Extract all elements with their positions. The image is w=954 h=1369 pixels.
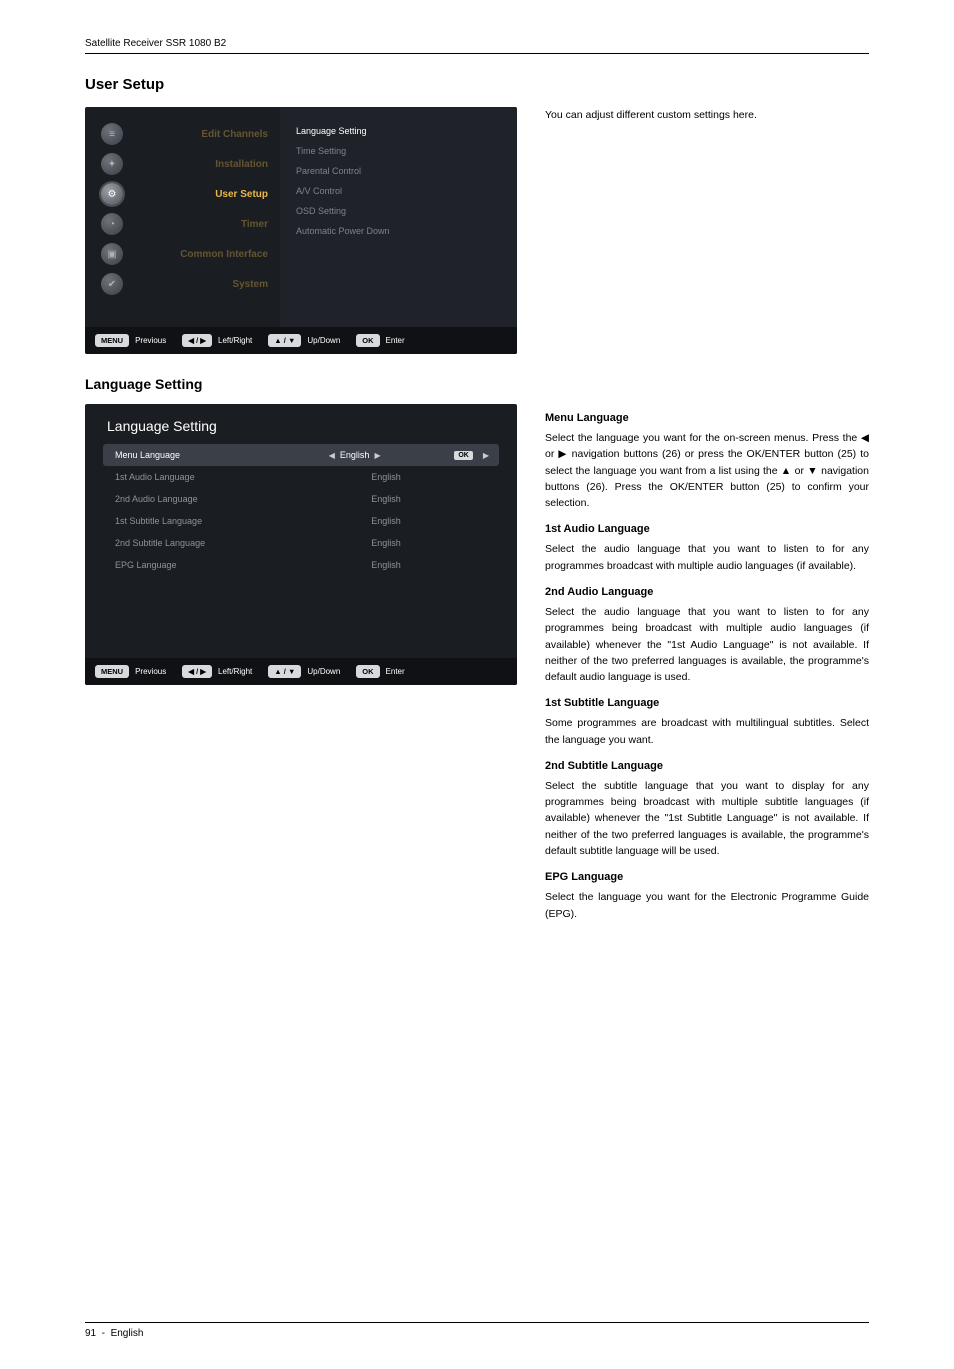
menu-item-label: User Setup xyxy=(123,189,268,200)
row-language-setting: Language Setting Menu Language ◀ English ▶ O… xyxy=(85,404,869,932)
ok-key-label: Enter xyxy=(386,336,405,345)
lr-key-label: Left/Right xyxy=(218,667,252,676)
screenshot-main-menu: ≡Edit Channels✦Installation⚙User Setup◔T… xyxy=(85,107,517,354)
language-row-name: EPG Language xyxy=(103,560,273,570)
right-arrow-icon[interactable]: ▶ xyxy=(374,451,380,460)
heading-2nd-subtitle: 2nd Subtitle Language xyxy=(545,758,869,775)
language-row[interactable]: 2nd Audio LanguageEnglish xyxy=(103,488,499,510)
ls-dialog-title: Language Setting xyxy=(85,404,517,444)
page-title: User Setup xyxy=(85,76,869,93)
menu-item[interactable]: ▣Common Interface xyxy=(85,239,280,269)
menu-item-icon: ✔ xyxy=(101,273,123,295)
ls-table: Menu Language ◀ English ▶ OK ▶ 1st Audio Langu… xyxy=(103,444,499,634)
language-row-name: 2nd Audio Language xyxy=(103,494,273,504)
para-2nd-subtitle: Select the subtitle language that you wa… xyxy=(545,778,869,859)
submenu-option[interactable]: Automatic Power Down xyxy=(296,221,501,241)
menu-item[interactable]: ≡Edit Channels xyxy=(85,119,280,149)
menu-item-label: Installation xyxy=(123,159,268,170)
screenshot-language-setting: Language Setting Menu Language ◀ English ▶ O… xyxy=(85,404,517,685)
language-row-value: English xyxy=(273,560,499,570)
language-row-value: English xyxy=(340,450,370,460)
menu-key-pill: MENU xyxy=(95,334,129,347)
heading-epg: EPG Language xyxy=(545,869,869,886)
menu-item-label: Timer xyxy=(123,219,268,230)
submenu-option[interactable]: Parental Control xyxy=(296,161,501,181)
left-arrow-icon[interactable]: ◀ xyxy=(329,451,335,460)
language-row-name: 1st Audio Language xyxy=(103,472,273,482)
menu-item-label: Edit Channels xyxy=(123,129,268,140)
heading-1st-audio: 1st Audio Language xyxy=(545,521,869,538)
main-menu-list: ≡Edit Channels✦Installation⚙User Setup◔T… xyxy=(85,107,280,327)
submenu-option[interactable]: A/V Control xyxy=(296,181,501,201)
para-1st-subtitle: Some programmes are broadcast with multi… xyxy=(545,715,869,748)
menu-item-label: System xyxy=(123,279,268,290)
menu-key-label: Previous xyxy=(135,667,166,676)
submenu-option[interactable]: OSD Setting xyxy=(296,201,501,221)
para-epg: Select the language you want for the Ele… xyxy=(545,889,869,922)
para-2nd-audio: Select the audio language that you want … xyxy=(545,604,869,685)
para-1st-audio: Select the audio language that you want … xyxy=(545,541,869,574)
language-row-value: English xyxy=(273,516,499,526)
menu-item-icon: ✦ xyxy=(101,153,123,175)
ok-key-label: Enter xyxy=(386,667,405,676)
language-row[interactable]: 2nd Subtitle LanguageEnglish xyxy=(103,532,499,554)
running-header: Satellite Receiver SSR 1080 B2 xyxy=(85,38,869,54)
language-row-value-wrap: ◀ English ▶ xyxy=(273,450,436,460)
language-row[interactable]: Menu Language ◀ English ▶ OK ▶ xyxy=(103,444,499,466)
menu-item-label: Common Interface xyxy=(123,249,268,260)
ok-badge[interactable]: OK xyxy=(454,451,473,460)
language-row-name: 1st Subtitle Language xyxy=(103,516,273,526)
lr-key-pill: ◀ / ▶ xyxy=(182,334,212,347)
menu-item[interactable]: ◔Timer xyxy=(85,209,280,239)
hint-bar: MENU Previous ◀ / ▶ Left/Right ▲ / ▼ Up/… xyxy=(85,327,517,354)
language-row[interactable]: EPG LanguageEnglish xyxy=(103,554,499,576)
language-row[interactable]: 1st Audio LanguageEnglish xyxy=(103,466,499,488)
lr-key-label: Left/Right xyxy=(218,336,252,345)
heading-1st-subtitle: 1st Subtitle Language xyxy=(545,695,869,712)
section-title-language: Language Setting xyxy=(85,376,869,392)
heading-2nd-audio: 2nd Audio Language xyxy=(545,584,869,601)
ud-key-label: Up/Down xyxy=(307,667,340,676)
submenu-option[interactable]: Language Setting xyxy=(296,121,501,141)
footer-language: English xyxy=(111,1328,144,1339)
language-row-value: English xyxy=(273,494,499,504)
menu-key-pill: MENU xyxy=(95,665,129,678)
para-menu-language: Select the language you want for the on-… xyxy=(545,430,869,511)
lr-key-pill: ◀ / ▶ xyxy=(182,665,212,678)
language-row-name: 2nd Subtitle Language xyxy=(103,538,273,548)
menu-item-icon: ▣ xyxy=(101,243,123,265)
submenu-option[interactable]: Time Setting xyxy=(296,141,501,161)
enter-arrow-icon: ▶ xyxy=(483,451,489,460)
ok-key-pill: OK xyxy=(356,665,379,678)
language-row-value: English xyxy=(273,538,499,548)
ud-key-label: Up/Down xyxy=(307,336,340,345)
submenu-options: Language SettingTime SettingParental Con… xyxy=(280,107,517,327)
ud-key-pill: ▲ / ▼ xyxy=(268,334,301,347)
row-usersetup: ≡Edit Channels✦Installation⚙User Setup◔T… xyxy=(85,107,869,354)
language-row[interactable]: 1st Subtitle LanguageEnglish xyxy=(103,510,499,532)
hint-bar: MENU Previous ◀ / ▶ Left/Right ▲ / ▼ Up/… xyxy=(85,658,517,685)
menu-item-icon: ◔ xyxy=(101,213,123,235)
page-footer: 91 - English xyxy=(85,1322,869,1339)
ok-key-pill: OK xyxy=(356,334,379,347)
heading-menu-language: Menu Language xyxy=(545,410,869,427)
intro-paragraph: You can adjust different custom settings… xyxy=(545,107,869,123)
menu-item-icon: ⚙ xyxy=(101,183,123,205)
language-row-value: English xyxy=(273,472,499,482)
ud-key-pill: ▲ / ▼ xyxy=(268,665,301,678)
menu-key-label: Previous xyxy=(135,336,166,345)
menu-item[interactable]: ✔System xyxy=(85,269,280,299)
menu-item-icon: ≡ xyxy=(101,123,123,145)
language-row-name: Menu Language xyxy=(103,450,273,460)
menu-item[interactable]: ✦Installation xyxy=(85,149,280,179)
menu-item[interactable]: ⚙User Setup xyxy=(85,179,280,209)
page-number: 91 xyxy=(85,1328,96,1339)
